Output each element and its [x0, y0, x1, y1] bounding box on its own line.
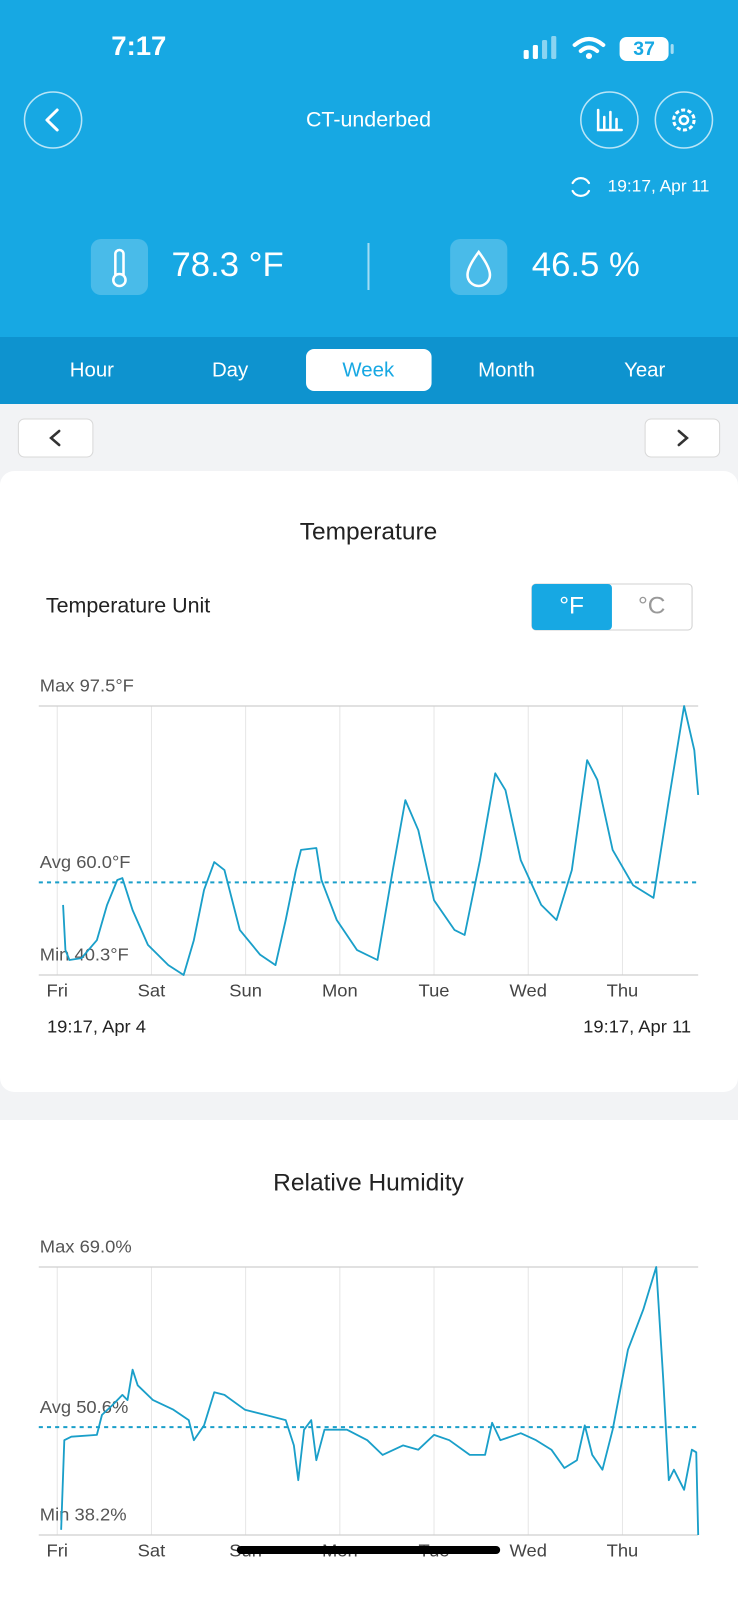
humidity-badge	[450, 239, 508, 295]
range-start: 19:17, Apr 4	[47, 1017, 146, 1037]
humidity-card	[0, 1120, 738, 1600]
unit-label: Temperature Unit	[46, 595, 210, 618]
chart-title: Relative Humidity	[273, 1170, 464, 1197]
x-tick-label: Fri	[47, 981, 68, 1001]
unit-option[interactable]: °F	[559, 593, 584, 620]
next-period-button[interactable]	[644, 418, 721, 458]
y-tick-label: Min 38.2%	[40, 1505, 127, 1525]
battery-icon	[619, 37, 669, 61]
x-tick-label: Thu	[607, 981, 639, 1001]
x-tick-label: Sat	[138, 981, 166, 1001]
wifi-icon	[572, 37, 606, 53]
data-line	[60, 1266, 700, 1536]
prev-period-button[interactable]	[17, 418, 94, 458]
y-tick-label: Avg 50.6%	[40, 1397, 128, 1417]
y-tick-label: Max 69.0%	[40, 1237, 132, 1257]
device-title: CT-underbed	[306, 109, 431, 132]
battery-tip	[670, 44, 674, 54]
active-tab-pill[interactable]	[306, 349, 432, 391]
status-time: 7:17	[111, 30, 166, 61]
tab[interactable]: Week	[342, 359, 395, 381]
chart-button[interactable]	[580, 91, 639, 149]
battery-level: 37	[633, 39, 655, 60]
thermometer-icon	[112, 248, 127, 288]
tab[interactable]: Hour	[70, 359, 114, 381]
unit-toggle: °F °C	[531, 583, 693, 631]
tabs: Hour Day Week Month Year	[70, 349, 666, 391]
chart-title: Temperature	[300, 519, 438, 546]
humidity-reading: 46.5 %	[532, 246, 640, 284]
y-tick-label: Max 97.5°F	[40, 676, 134, 696]
x-tick-label: Wed	[510, 1541, 547, 1561]
settings-button[interactable]	[654, 91, 714, 149]
signal-icon	[523, 36, 557, 59]
y-tick-label: Avg 60.0°F	[40, 852, 131, 872]
x-tick-label: Mon	[322, 981, 358, 1001]
x-tick-label: Sun	[229, 981, 262, 1001]
wifi-dot	[585, 53, 593, 59]
x-tick-label: Wed	[510, 981, 547, 1001]
charts: Temperature Fri Sat Sun Mon Tue Wed Thu Max 97.5…	[38, 519, 700, 1561]
back-button[interactable]	[23, 91, 83, 149]
x-tick-label: Sat	[138, 1541, 166, 1561]
tab[interactable]: Year	[624, 359, 665, 381]
toggle-active[interactable]	[531, 584, 612, 630]
droplet-icon	[466, 249, 492, 288]
data-line	[62, 705, 700, 976]
x-tick-label: Fri	[47, 1541, 68, 1561]
unit-option[interactable]: °C	[638, 593, 665, 620]
x-tick-label: Thu	[607, 1541, 639, 1561]
range-end: 19:17, Apr 11	[583, 1017, 691, 1037]
tab[interactable]: Day	[212, 359, 249, 381]
temperature-reading: 78.3 °F	[171, 246, 283, 284]
thermometer-badge	[90, 239, 149, 295]
last-updated: 19:17, Apr 11	[608, 176, 710, 196]
tab[interactable]: Month	[478, 359, 535, 381]
x-tick-label: Tue	[419, 981, 450, 1001]
home-indicator	[236, 1546, 501, 1554]
sync-icon	[571, 177, 591, 197]
